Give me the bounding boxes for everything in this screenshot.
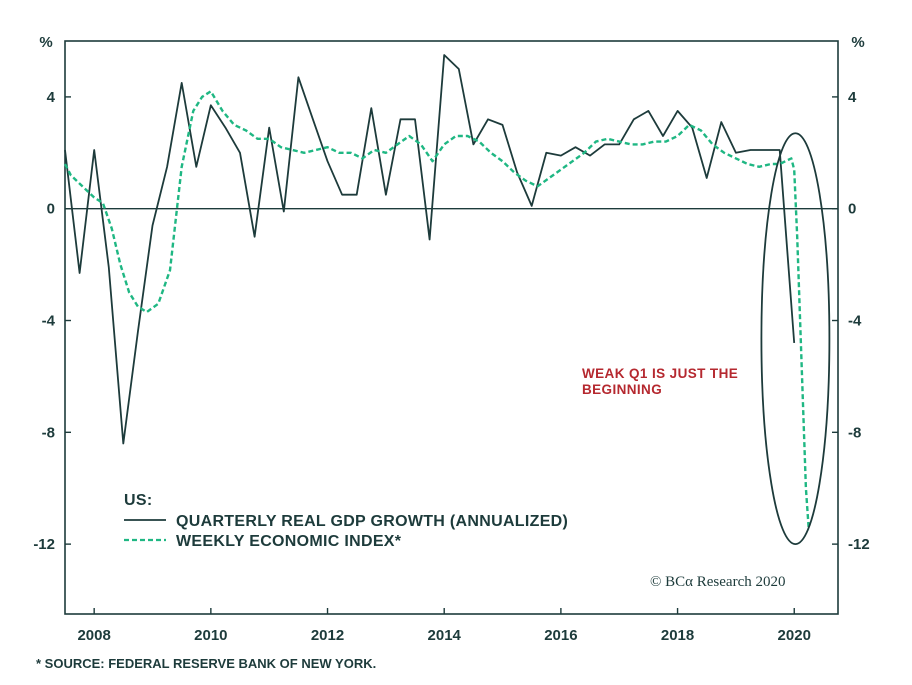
legend-title: US: (124, 492, 152, 509)
x-tick-label: 2018 (661, 627, 694, 644)
legend: US: QUARTERLY REAL GDP GROWTH (ANNUALIZE… (124, 492, 568, 550)
annotation-line-2: BEGINNING (582, 382, 662, 397)
series-line (64, 54, 796, 445)
y-tick-label-left: 0 (47, 201, 55, 218)
y-tick-label-right: 0 (848, 201, 856, 218)
source-footnote: * SOURCE: FEDERAL RESERVE BANK OF NEW YO… (36, 656, 376, 671)
x-tick-label: 2016 (544, 627, 577, 644)
series-line (63, 90, 810, 531)
plot-frame (64, 40, 839, 615)
y-unit-right: % (851, 34, 864, 51)
y-unit-left: % (39, 34, 52, 51)
y-tick-label-left: -8 (42, 424, 55, 441)
annotation: WEAK Q1 IS JUST THE BEGINNING (582, 366, 738, 397)
x-tick-label: 2014 (428, 627, 462, 644)
copyright: © BCα Research 2020 (650, 574, 785, 590)
x-tick-label: 2020 (778, 627, 811, 644)
highlight-ellipse (760, 132, 831, 546)
x-tick-label: 2008 (77, 627, 110, 644)
legend-label-gdp: QUARTERLY REAL GDP GROWTH (ANNUALIZED) (176, 513, 568, 530)
x-tick-label: 2012 (311, 627, 344, 644)
y-tick-label-right: -4 (848, 313, 862, 330)
series-gdp-growth (64, 54, 796, 445)
y-tick-label-left: 4 (47, 89, 56, 106)
y-tick-label-left: -12 (33, 536, 55, 553)
annotation-line-1: WEAK Q1 IS JUST THE (582, 366, 738, 381)
y-tick-label-right: -8 (848, 424, 861, 441)
legend-label-wei: WEEKLY ECONOMIC INDEX* (176, 533, 402, 550)
y-tick-label-right: -12 (848, 536, 870, 553)
highlight-ellipse-shape (760, 132, 831, 546)
y-tick-label-right: 4 (848, 89, 857, 106)
series-weekly-economic-index (63, 90, 810, 531)
tick-labels: 4 4 0 0 -4 -4 -8 -8 -12 -12 2008 2010 2012 2014 2016 20… (33, 89, 869, 644)
x-tick-label: 2010 (194, 627, 227, 644)
y-tick-label-left: -4 (42, 313, 56, 330)
